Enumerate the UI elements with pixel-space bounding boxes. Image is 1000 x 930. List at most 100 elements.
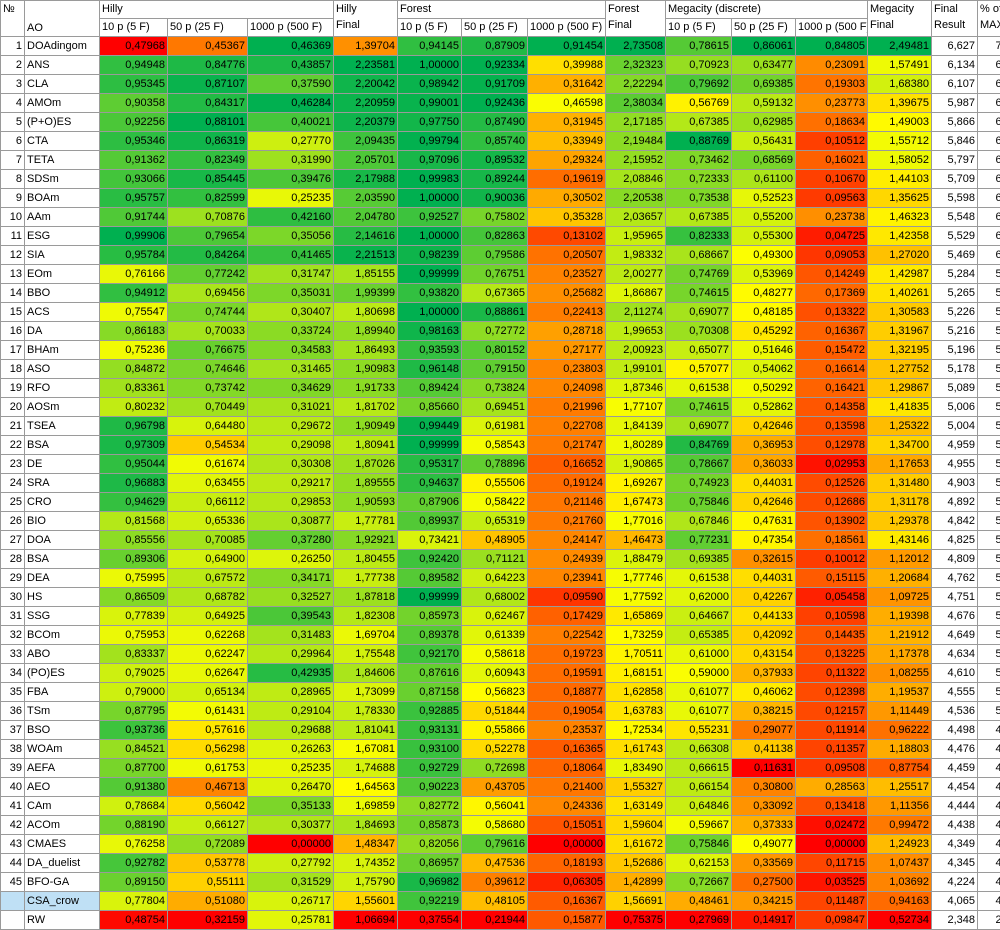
cell-hilly-1000p: 0,25235 (248, 759, 334, 778)
cell-mega-50p: 0,36953 (732, 436, 796, 455)
cell-forest-50p: 0,72698 (462, 759, 528, 778)
cell-forest-10p: 0,94145 (398, 37, 462, 56)
cell-ao: TETA (25, 151, 100, 170)
cell-pct-max: 26,09 (978, 911, 1000, 930)
cell-pct-max: 48,28 (978, 854, 1000, 873)
cell-forest-50p: 0,43705 (462, 778, 528, 797)
cell-forest-50p: 0,87909 (462, 37, 528, 56)
cell-hilly-50p: 0,64480 (168, 417, 248, 436)
cell-forest-final: 2,00277 (606, 265, 666, 284)
cell-final-result: 4,476 (932, 740, 978, 759)
cell-hilly-50p: 0,86319 (168, 132, 248, 151)
cell-mega-50p: 0,44133 (732, 607, 796, 626)
cell-hilly-final: 1,78330 (334, 702, 398, 721)
cell-num: 35 (1, 683, 25, 702)
cell-hilly-final: 1,89555 (334, 474, 398, 493)
cell-mega-50p: 0,47631 (732, 512, 796, 531)
cell-forest-final: 1,63783 (606, 702, 666, 721)
cell-ao: BSO (25, 721, 100, 740)
cell-mega-10p: 0,61077 (666, 702, 732, 721)
header-forest-50: 50 p (25 F) (462, 19, 528, 37)
cell-hilly-final: 2,21513 (334, 246, 398, 265)
cell-hilly-final: 2,20379 (334, 113, 398, 132)
cell-forest-10p: 0,89424 (398, 379, 462, 398)
cell-forest-50p: 0,55506 (462, 474, 528, 493)
cell-mega-10p: 0,61077 (666, 683, 732, 702)
cell-forest-final: 1,65869 (606, 607, 666, 626)
cell-mega-final: 1,29867 (868, 379, 932, 398)
cell-forest-10p: 0,99999 (398, 265, 462, 284)
cell-forest-10p: 0,99999 (398, 436, 462, 455)
cell-mega-10p: 0,74769 (666, 265, 732, 284)
cell-forest-final: 2,19484 (606, 132, 666, 151)
cell-final-result: 4,825 (932, 531, 978, 550)
cell-pct-max: 57,95 (978, 322, 1000, 341)
cell-forest-10p: 0,89378 (398, 626, 462, 645)
cell-hilly-50p: 0,45367 (168, 37, 248, 56)
cell-hilly-10p: 0,92782 (100, 854, 168, 873)
cell-hilly-10p: 0,84872 (100, 360, 168, 379)
cell-final-result: 4,842 (932, 512, 978, 531)
cell-hilly-final: 1,48347 (334, 835, 398, 854)
cell-hilly-50p: 0,73742 (168, 379, 248, 398)
cell-hilly-10p: 0,91380 (100, 778, 168, 797)
cell-forest-50p: 0,56823 (462, 683, 528, 702)
cell-forest-50p: 0,48105 (462, 892, 528, 911)
cell-forest-50p: 0,51844 (462, 702, 528, 721)
cell-hilly-10p: 0,95044 (100, 455, 168, 474)
cell-hilly-final: 1,77781 (334, 512, 398, 531)
cell-hilly-final: 2,09435 (334, 132, 398, 151)
cell-ao: TSEA (25, 417, 100, 436)
cell-pct-max: 62,19 (978, 189, 1000, 208)
cell-forest-50p: 0,52278 (462, 740, 528, 759)
cell-mega-50p: 0,32615 (732, 550, 796, 569)
cell-hilly-1000p: 0,34171 (248, 569, 334, 588)
cell-mega-1000p: 0,11914 (796, 721, 868, 740)
cell-mega-1000p: 0,13322 (796, 303, 868, 322)
cell-num: 43 (1, 835, 25, 854)
cell-mega-1000p: 0,16614 (796, 360, 868, 379)
cell-forest-final: 1,62858 (606, 683, 666, 702)
cell-forest-final: 1,67473 (606, 493, 666, 512)
cell-mega-final: 1,41835 (868, 398, 932, 417)
cell-hilly-final: 1,74688 (334, 759, 398, 778)
cell-hilly-final: 1,74352 (334, 854, 398, 873)
cell-mega-50p: 0,30800 (732, 778, 796, 797)
cell-forest-50p: 0,73824 (462, 379, 528, 398)
cell-mega-50p: 0,56431 (732, 132, 796, 151)
cell-mega-50p: 0,11631 (732, 759, 796, 778)
cell-final-result: 4,459 (932, 759, 978, 778)
cell-hilly-final: 1,86493 (334, 341, 398, 360)
cell-final-result: 5,004 (932, 417, 978, 436)
cell-final-result: 5,529 (932, 227, 978, 246)
cell-hilly-1000p: 0,29853 (248, 493, 334, 512)
cell-hilly-10p: 0,94912 (100, 284, 168, 303)
cell-ao: CLA (25, 75, 100, 94)
cell-hilly-50p: 0,64925 (168, 607, 248, 626)
cell-mega-50p: 0,55300 (732, 227, 796, 246)
cell-mega-1000p: 0,13598 (796, 417, 868, 436)
cell-forest-50p: 0,21944 (462, 911, 528, 930)
cell-num: 32 (1, 626, 25, 645)
cell-forest-final: 1,99653 (606, 322, 666, 341)
cell-mega-1000p: 0,10012 (796, 550, 868, 569)
cell-pct-max: 50,40 (978, 702, 1000, 721)
cell-mega-10p: 0,66308 (666, 740, 732, 759)
cell-hilly-1000p: 0,46284 (248, 94, 334, 113)
cell-hilly-final: 1,69859 (334, 797, 398, 816)
cell-final-result: 5,709 (932, 170, 978, 189)
cell-mega-50p: 0,69385 (732, 75, 796, 94)
cell-hilly-10p: 0,79000 (100, 683, 168, 702)
cell-ao: AOSm (25, 398, 100, 417)
cell-hilly-50p: 0,53778 (168, 854, 248, 873)
cell-hilly-10p: 0,86509 (100, 588, 168, 607)
cell-mega-10p: 0,72333 (666, 170, 732, 189)
cell-hilly-50p: 0,74646 (168, 360, 248, 379)
